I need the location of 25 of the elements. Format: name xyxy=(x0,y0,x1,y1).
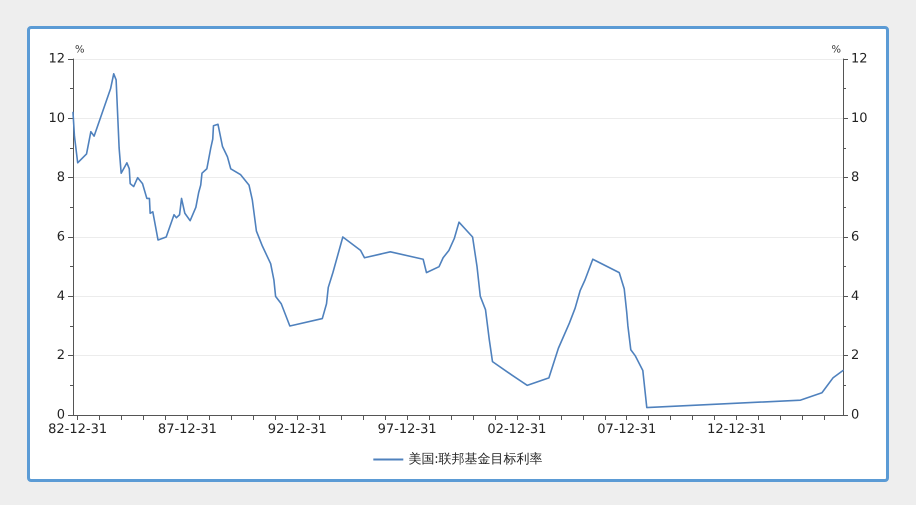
x-tick-label: 02-12-31 xyxy=(487,422,546,437)
x-tick-label: 97-12-31 xyxy=(378,422,437,437)
legend-label: 美国:联邦基金目标利率 xyxy=(408,451,543,467)
x-tick-label: 12-12-31 xyxy=(707,422,766,437)
y-tick-label: 8 xyxy=(56,170,65,186)
y2-tick-label: 10 xyxy=(851,110,868,126)
x-tick-label: 82-12-31 xyxy=(48,422,108,437)
x-tick-label: 92-12-31 xyxy=(268,422,327,437)
y2-tick-label: 4 xyxy=(851,288,860,304)
y2-tick-label: 0 xyxy=(851,408,860,422)
y-axis-title: % xyxy=(75,44,85,56)
y-tick-label: 10 xyxy=(48,110,65,126)
x-tick-label: 07-12-31 xyxy=(597,422,656,437)
y2-axis-title: % xyxy=(831,44,841,56)
y-tick-label: 6 xyxy=(56,230,65,244)
y-tick-label: 12 xyxy=(48,52,65,66)
y-tick-label: 2 xyxy=(56,348,65,364)
line-series xyxy=(72,73,844,408)
y2-tick-label: 12 xyxy=(851,52,868,66)
y2-tick-label: 6 xyxy=(851,230,860,244)
y-tick-label: 4 xyxy=(56,288,65,304)
y2-tick-label: 8 xyxy=(851,170,860,186)
y2-tick-label: 2 xyxy=(851,348,860,364)
y-tick-label: 0 xyxy=(56,408,65,422)
x-tick-label: 87-12-31 xyxy=(158,422,217,437)
